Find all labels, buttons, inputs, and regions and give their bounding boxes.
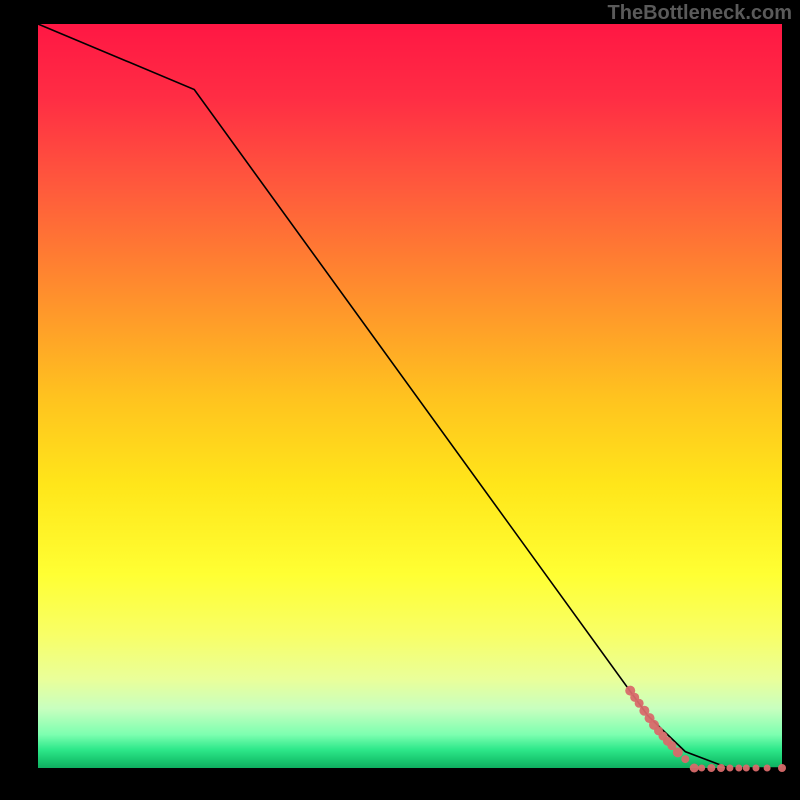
scatter-point bbox=[743, 765, 750, 772]
scatter-point bbox=[726, 765, 733, 772]
scatter-point bbox=[735, 765, 742, 772]
scatter-point bbox=[752, 765, 759, 772]
scatter-point bbox=[717, 764, 725, 772]
bottleneck-chart bbox=[0, 0, 800, 800]
scatter-point bbox=[673, 747, 683, 757]
scatter-point bbox=[778, 764, 786, 772]
scatter-point bbox=[707, 764, 715, 772]
scatter-point bbox=[764, 765, 771, 772]
plot-area bbox=[38, 24, 782, 768]
scatter-point bbox=[690, 764, 699, 773]
chart-container: TheBottleneck.com bbox=[0, 0, 800, 800]
scatter-point bbox=[698, 765, 705, 772]
scatter-point bbox=[681, 755, 689, 763]
watermark-label: TheBottleneck.com bbox=[608, 2, 792, 25]
